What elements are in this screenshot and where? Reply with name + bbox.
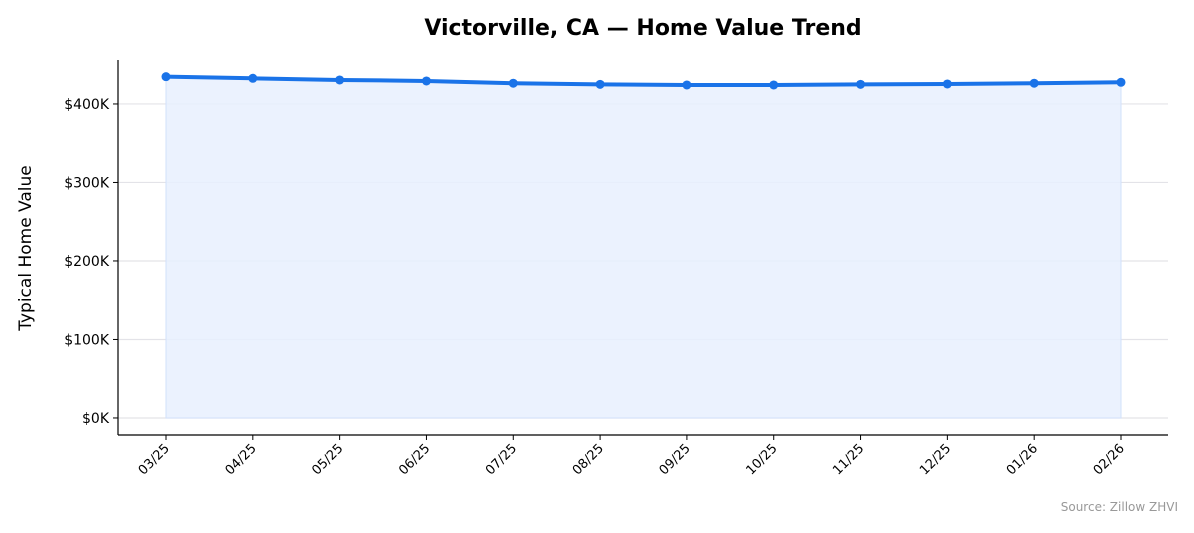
data-point	[161, 72, 171, 82]
area-fill	[165, 76, 1122, 419]
x-tick-label: 07/25	[483, 441, 520, 478]
x-tick-label: 09/25	[657, 441, 694, 478]
x-tick-label: 04/25	[223, 441, 260, 478]
data-point	[595, 79, 605, 89]
data-point	[942, 79, 952, 89]
data-point	[248, 73, 258, 83]
data-point	[1029, 78, 1039, 88]
data-point	[769, 80, 779, 90]
x-tick-label: 11/25	[830, 441, 867, 478]
x-tick-label: 10/25	[743, 441, 780, 478]
x-tick-label: 05/25	[309, 441, 346, 478]
y-axis-label: Typical Home Value	[16, 165, 36, 332]
x-tick-label: 01/26	[1004, 441, 1041, 478]
x-tick-label: 06/25	[396, 441, 433, 478]
data-point	[508, 78, 518, 88]
x-tick-label: 03/25	[136, 441, 173, 478]
data-point	[1116, 77, 1126, 87]
data-point	[856, 79, 866, 89]
data-point	[335, 75, 345, 85]
data-point	[682, 80, 692, 90]
data-point	[421, 76, 431, 86]
y-tick-label: $100K	[64, 332, 110, 348]
source-note: Source: Zillow ZHVI	[1061, 500, 1178, 514]
chart-title: Victorville, CA — Home Value Trend	[424, 16, 861, 41]
y-tick-label: $400K	[64, 97, 110, 113]
x-tick-label: 12/25	[917, 441, 954, 478]
x-tick-label: 02/26	[1091, 441, 1128, 478]
x-tick-label: 08/25	[570, 441, 607, 478]
series-line	[165, 74, 1122, 87]
y-tick-label: $300K	[64, 175, 110, 191]
y-tick-label: $0K	[82, 411, 110, 427]
y-tick-label: $200K	[64, 254, 110, 270]
